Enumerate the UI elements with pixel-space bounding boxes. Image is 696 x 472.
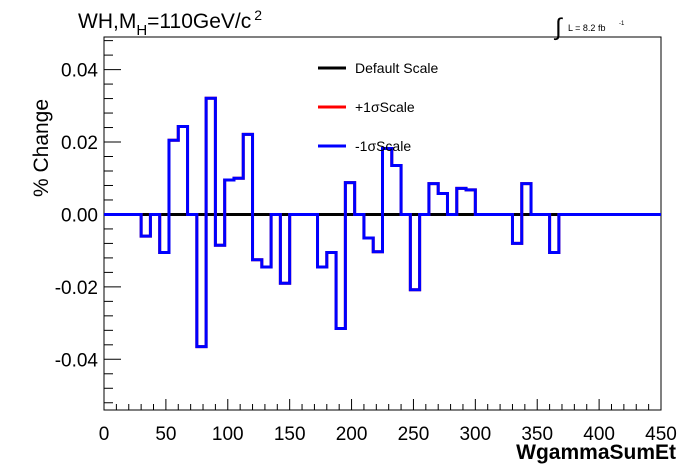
luminosity-exponent: -1 [619, 21, 625, 27]
plot-frame [103, 36, 662, 411]
y-tick-label: -0.04 [55, 350, 99, 371]
y-tick-label: 0.04 [61, 61, 98, 82]
legend-label: Default Scale [355, 60, 438, 76]
integral-symbol: ∫ [553, 14, 563, 41]
luminosity-label: ∫ L = 8.2 fb -1 [553, 14, 625, 41]
x-tick-label: 250 [398, 424, 430, 445]
x-tick-label: 300 [459, 424, 491, 445]
legend-label: -1σScale [355, 138, 411, 154]
x-tick-label: 100 [212, 424, 244, 445]
axes: 0 50 100 150 200 250 300 350 400 450 -0.04 -0.02 0.0… [55, 40, 677, 445]
x-tick-label: 450 [645, 424, 677, 445]
x-tick-label: 50 [155, 424, 176, 445]
y-tick-label: -0.02 [55, 278, 98, 299]
x-tick-label: 0 [99, 424, 110, 445]
data-series [104, 96, 661, 349]
series-line--1-scale [104, 96, 661, 349]
x-tick-label: 200 [336, 424, 368, 445]
luminosity-text: L = 8.2 fb [568, 23, 605, 33]
x-axis-title: WgammaSumEt [516, 441, 676, 464]
legend: Default Scale +1σScale -1σScale [318, 60, 438, 154]
legend-label: +1σScale [355, 99, 415, 115]
x-tick-label: 350 [521, 424, 553, 445]
x-tick-label: 150 [274, 424, 306, 445]
x-tick-label: 400 [583, 424, 615, 445]
chart-title: WH,MH=110GeV/c 2 [78, 7, 262, 39]
y-tick-label: 0.00 [61, 205, 98, 226]
y-tick-label: 0.02 [61, 133, 98, 154]
y-axis-title: % Change [30, 99, 53, 197]
